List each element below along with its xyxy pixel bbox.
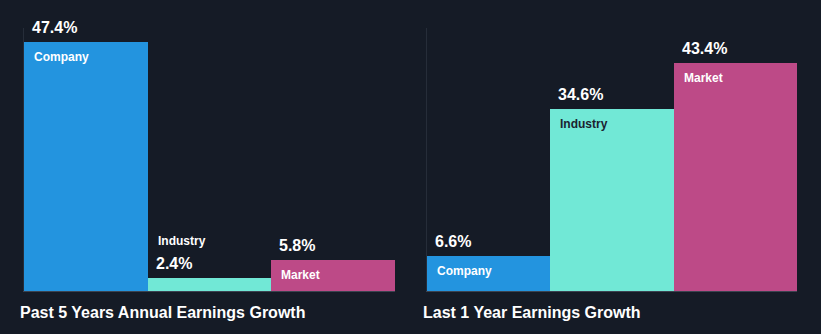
svg-text:34.6%: 34.6% bbox=[558, 86, 603, 103]
svg-text:Company: Company bbox=[437, 264, 492, 278]
svg-text:5.8%: 5.8% bbox=[279, 237, 315, 254]
svg-text:43.4%: 43.4% bbox=[682, 40, 727, 57]
svg-text:Past 5 Years Annual Earnings G: Past 5 Years Annual Earnings Growth bbox=[20, 304, 305, 321]
svg-text:47.4%: 47.4% bbox=[32, 19, 77, 36]
svg-text:Last 1 Year Earnings Growth: Last 1 Year Earnings Growth bbox=[423, 304, 641, 321]
svg-text:Market: Market bbox=[281, 268, 320, 282]
svg-text:2.4%: 2.4% bbox=[156, 255, 192, 272]
svg-text:Market: Market bbox=[684, 71, 723, 85]
svg-text:6.6%: 6.6% bbox=[435, 233, 471, 250]
svg-text:Industry: Industry bbox=[560, 117, 608, 131]
svg-text:Industry: Industry bbox=[158, 234, 206, 248]
svg-text:Company: Company bbox=[34, 50, 89, 64]
